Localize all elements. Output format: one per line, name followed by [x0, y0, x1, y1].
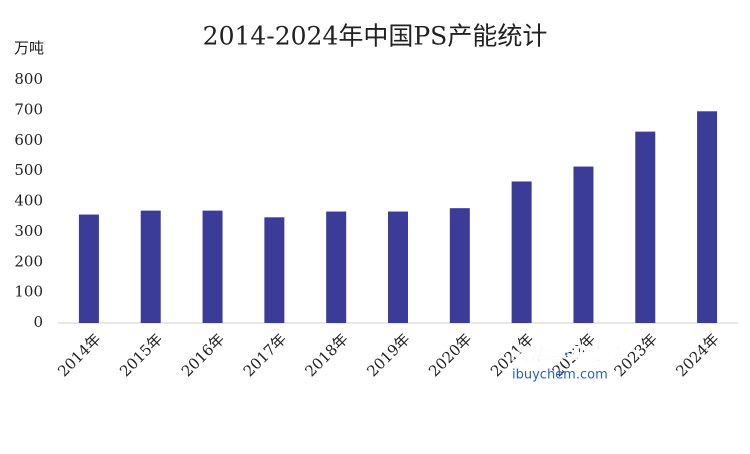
y-axis-label: 万吨	[14, 39, 44, 57]
y-tick-label: 0	[33, 313, 43, 331]
bar	[697, 111, 718, 323]
bar	[449, 208, 470, 323]
bar	[511, 181, 532, 323]
bar	[326, 211, 347, 323]
bar	[78, 214, 99, 323]
x-tick-label: 2024年	[672, 330, 722, 380]
x-tick-label: 2018年	[302, 330, 352, 380]
y-tick-label: 800	[14, 70, 43, 88]
x-tick-label: 2017年	[240, 330, 290, 380]
x-tick-label: 2019年	[363, 330, 413, 380]
bar	[635, 131, 656, 323]
y-tick-label: 100	[14, 283, 43, 301]
y-tick-label: 500	[14, 161, 43, 179]
chart-title: 2014-2024年中国PS产能统计	[203, 22, 548, 51]
watermark: ibuychem.com	[512, 368, 608, 383]
x-tick-label: 2016年	[178, 330, 228, 380]
bar	[202, 210, 223, 323]
y-tick-label: 400	[14, 192, 43, 210]
bar	[264, 217, 285, 323]
x-tick-label: 2014年	[54, 330, 104, 380]
y-tick-label: 600	[14, 131, 43, 149]
y-tick-label: 700	[14, 100, 43, 118]
y-tick-label: 200	[14, 252, 43, 270]
y-tick-label: 300	[14, 222, 43, 240]
bar	[388, 211, 408, 323]
bar	[140, 210, 161, 323]
watermark: 买化塑·研究院	[512, 345, 623, 365]
bar	[573, 166, 594, 323]
x-tick-label: 2020年	[425, 330, 475, 380]
x-tick-label: 2015年	[116, 330, 166, 380]
